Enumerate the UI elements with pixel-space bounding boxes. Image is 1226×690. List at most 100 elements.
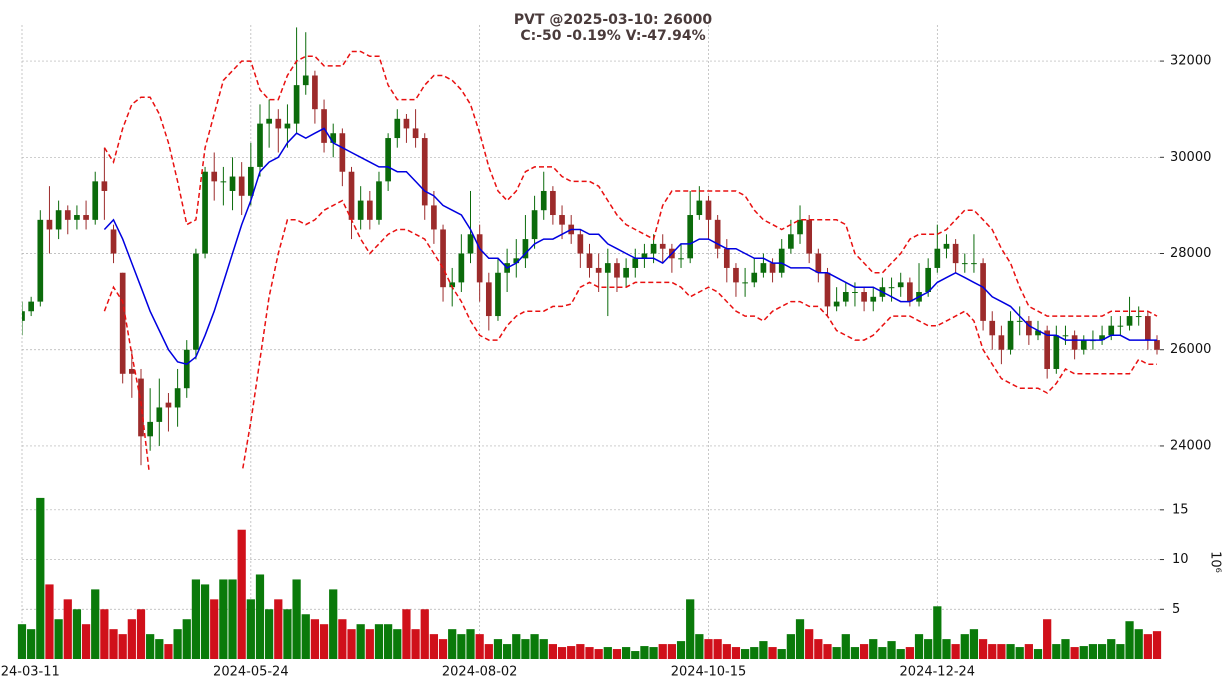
volume-bar <box>1024 644 1033 659</box>
volume-bar <box>365 629 374 659</box>
volume-bar <box>109 629 118 659</box>
candle-body <box>165 402 172 408</box>
candle-body <box>348 171 355 220</box>
volume-bar <box>777 649 786 659</box>
candle-body <box>147 421 153 437</box>
candle-body <box>1053 335 1060 369</box>
volume-bar <box>374 624 384 659</box>
volume-bar <box>1070 647 1079 659</box>
candle-body <box>119 272 126 374</box>
candle-body <box>202 171 208 254</box>
volume-bar <box>567 646 576 659</box>
candle-body <box>129 368 135 374</box>
volume-bar <box>292 579 301 659</box>
candle-body <box>678 258 684 260</box>
volume-bar <box>255 574 265 659</box>
volume-bar <box>768 647 777 659</box>
candle-body <box>586 253 593 268</box>
candle-body <box>183 349 190 389</box>
candle-body <box>495 272 501 317</box>
volume-bar <box>1052 644 1061 659</box>
candle-body <box>1099 335 1105 341</box>
volume-bar <box>136 609 146 659</box>
volume-bar <box>310 619 320 659</box>
candle-body <box>577 234 584 254</box>
volume-bar <box>384 624 393 659</box>
volume-tick-label: 10 <box>1172 552 1189 567</box>
volume-bar <box>686 599 695 659</box>
volume-bar <box>265 609 274 659</box>
volume-bar <box>127 619 136 659</box>
candle-body <box>723 248 730 268</box>
candle-body <box>925 267 932 292</box>
y-tick-label: 30000 <box>1170 150 1211 165</box>
volume-bar <box>841 634 850 659</box>
candle-body <box>449 282 456 288</box>
candle-body <box>1062 335 1069 337</box>
volume-bar <box>759 641 768 659</box>
volume-bar <box>1088 644 1098 659</box>
candle-body <box>842 292 849 302</box>
volume-bar <box>466 629 475 659</box>
volume-bar <box>228 579 237 659</box>
volume-bar <box>393 629 402 659</box>
candle-body <box>1080 340 1087 350</box>
candle-body <box>193 253 199 350</box>
candle-body <box>769 263 776 273</box>
candle-body <box>293 85 300 124</box>
candle-body <box>513 258 520 264</box>
volume-bar <box>988 644 997 659</box>
candle-body <box>1044 330 1050 369</box>
volume-bar <box>91 589 100 659</box>
volume-bar <box>548 644 558 659</box>
volume-bar <box>658 644 667 659</box>
volume-bar <box>438 639 448 659</box>
volume-bar <box>832 647 841 659</box>
volume-bar <box>429 634 439 659</box>
candle-body <box>833 301 840 307</box>
candle-body <box>897 282 904 288</box>
x-tick-label: 2024-12-24 <box>900 665 976 680</box>
candle-body <box>101 181 108 191</box>
candle-body <box>220 181 227 183</box>
candle-body <box>650 243 657 254</box>
volume-bar <box>1061 639 1070 659</box>
candle-body <box>659 243 666 249</box>
band-line <box>103 199 1157 470</box>
candle-body <box>888 287 895 289</box>
volume-bar <box>512 634 521 659</box>
volume-bar <box>869 639 878 659</box>
volume-bar <box>896 649 905 659</box>
volume-bar <box>402 609 411 659</box>
candle-body <box>641 253 648 259</box>
volume-tick-label: 15 <box>1172 502 1189 517</box>
candle-body <box>815 253 822 273</box>
volume-bar <box>887 641 896 659</box>
volume-bar <box>603 647 612 659</box>
candle-body <box>559 215 565 225</box>
candle-body <box>632 258 639 268</box>
candle-body <box>440 229 446 288</box>
volume-bar <box>17 624 27 659</box>
candle-body <box>467 234 474 254</box>
candle-body <box>540 190 547 211</box>
candle-body <box>797 219 803 235</box>
candle-body <box>257 123 263 167</box>
volume-bar <box>493 639 503 659</box>
volume-bar <box>448 629 457 659</box>
volume-bar <box>1015 647 1024 659</box>
volume-bar <box>850 647 860 659</box>
volume-bar <box>457 634 466 659</box>
volume-bar <box>530 634 539 659</box>
candle-body <box>83 215 89 220</box>
volume-bar <box>1107 639 1116 659</box>
candle-body <box>1126 316 1133 326</box>
volume-bar <box>319 624 329 659</box>
volume-bar <box>631 651 640 659</box>
volume-bar <box>182 619 191 659</box>
volume-bar <box>210 599 219 659</box>
volume-bar <box>750 647 759 659</box>
volume-bar <box>484 644 493 659</box>
candle-body <box>943 243 950 249</box>
